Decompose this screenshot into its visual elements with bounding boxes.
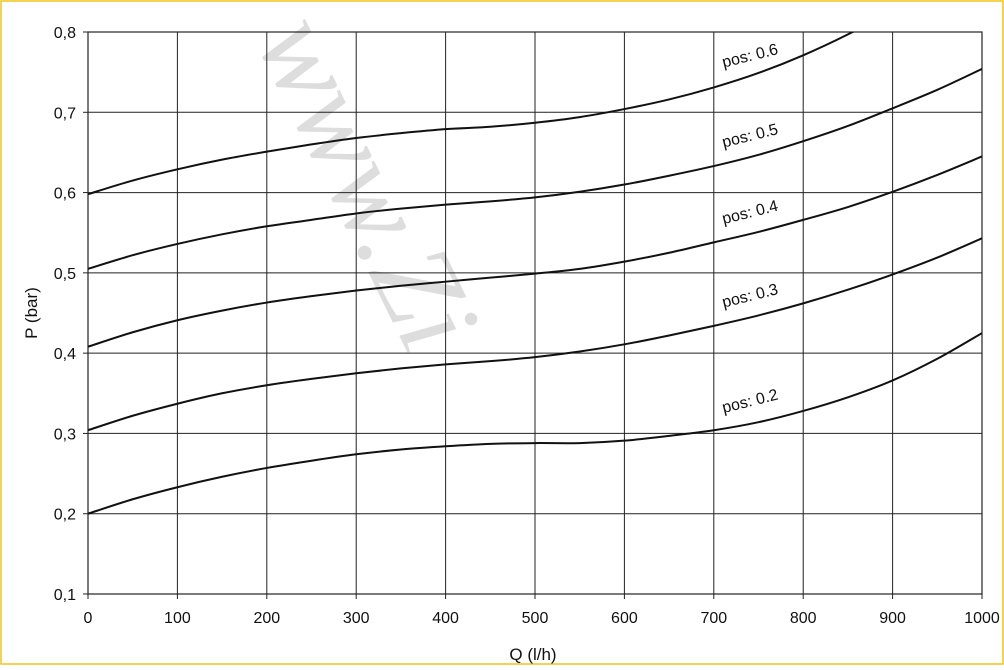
x-tick-label: 700 [700,610,727,627]
y-tick-label: 0,4 [54,346,76,363]
y-tick-label: 0,2 [54,507,76,524]
x-tick-label: 100 [164,610,191,627]
x-tick-label: 900 [879,610,906,627]
y-tick-label: 0,7 [54,105,76,122]
series-line [88,32,855,196]
series-line [88,155,982,348]
x-tick-label: 0 [84,610,93,627]
x-tick-label: 300 [343,610,370,627]
y-tick-label: 0,1 [54,587,76,604]
x-tick-label: 500 [522,610,549,627]
x-tick-label: 1000 [964,610,1000,627]
series-group [88,32,982,515]
y-axis-title: P (bar) [22,287,41,339]
series-line [88,68,982,270]
x-tick-label: 800 [790,610,817,627]
axes: 0 100 200 300 400 500 600 700 800 900 1000 0,1 0,2 0,… [54,25,1000,627]
plot-area [87,31,983,595]
series-line [88,237,982,432]
y-tick-label: 0,6 [54,186,76,203]
x-axis-title: Q (l/h) [509,645,556,664]
x-tick-label: 400 [432,610,459,627]
y-tick-label: 0,8 [54,25,76,42]
y-tick-label: 0,3 [54,426,76,443]
x-tick-label: 600 [611,610,638,627]
series-line [88,332,982,515]
x-tick-label: 200 [253,610,280,627]
y-tick-label: 0,5 [54,266,76,283]
